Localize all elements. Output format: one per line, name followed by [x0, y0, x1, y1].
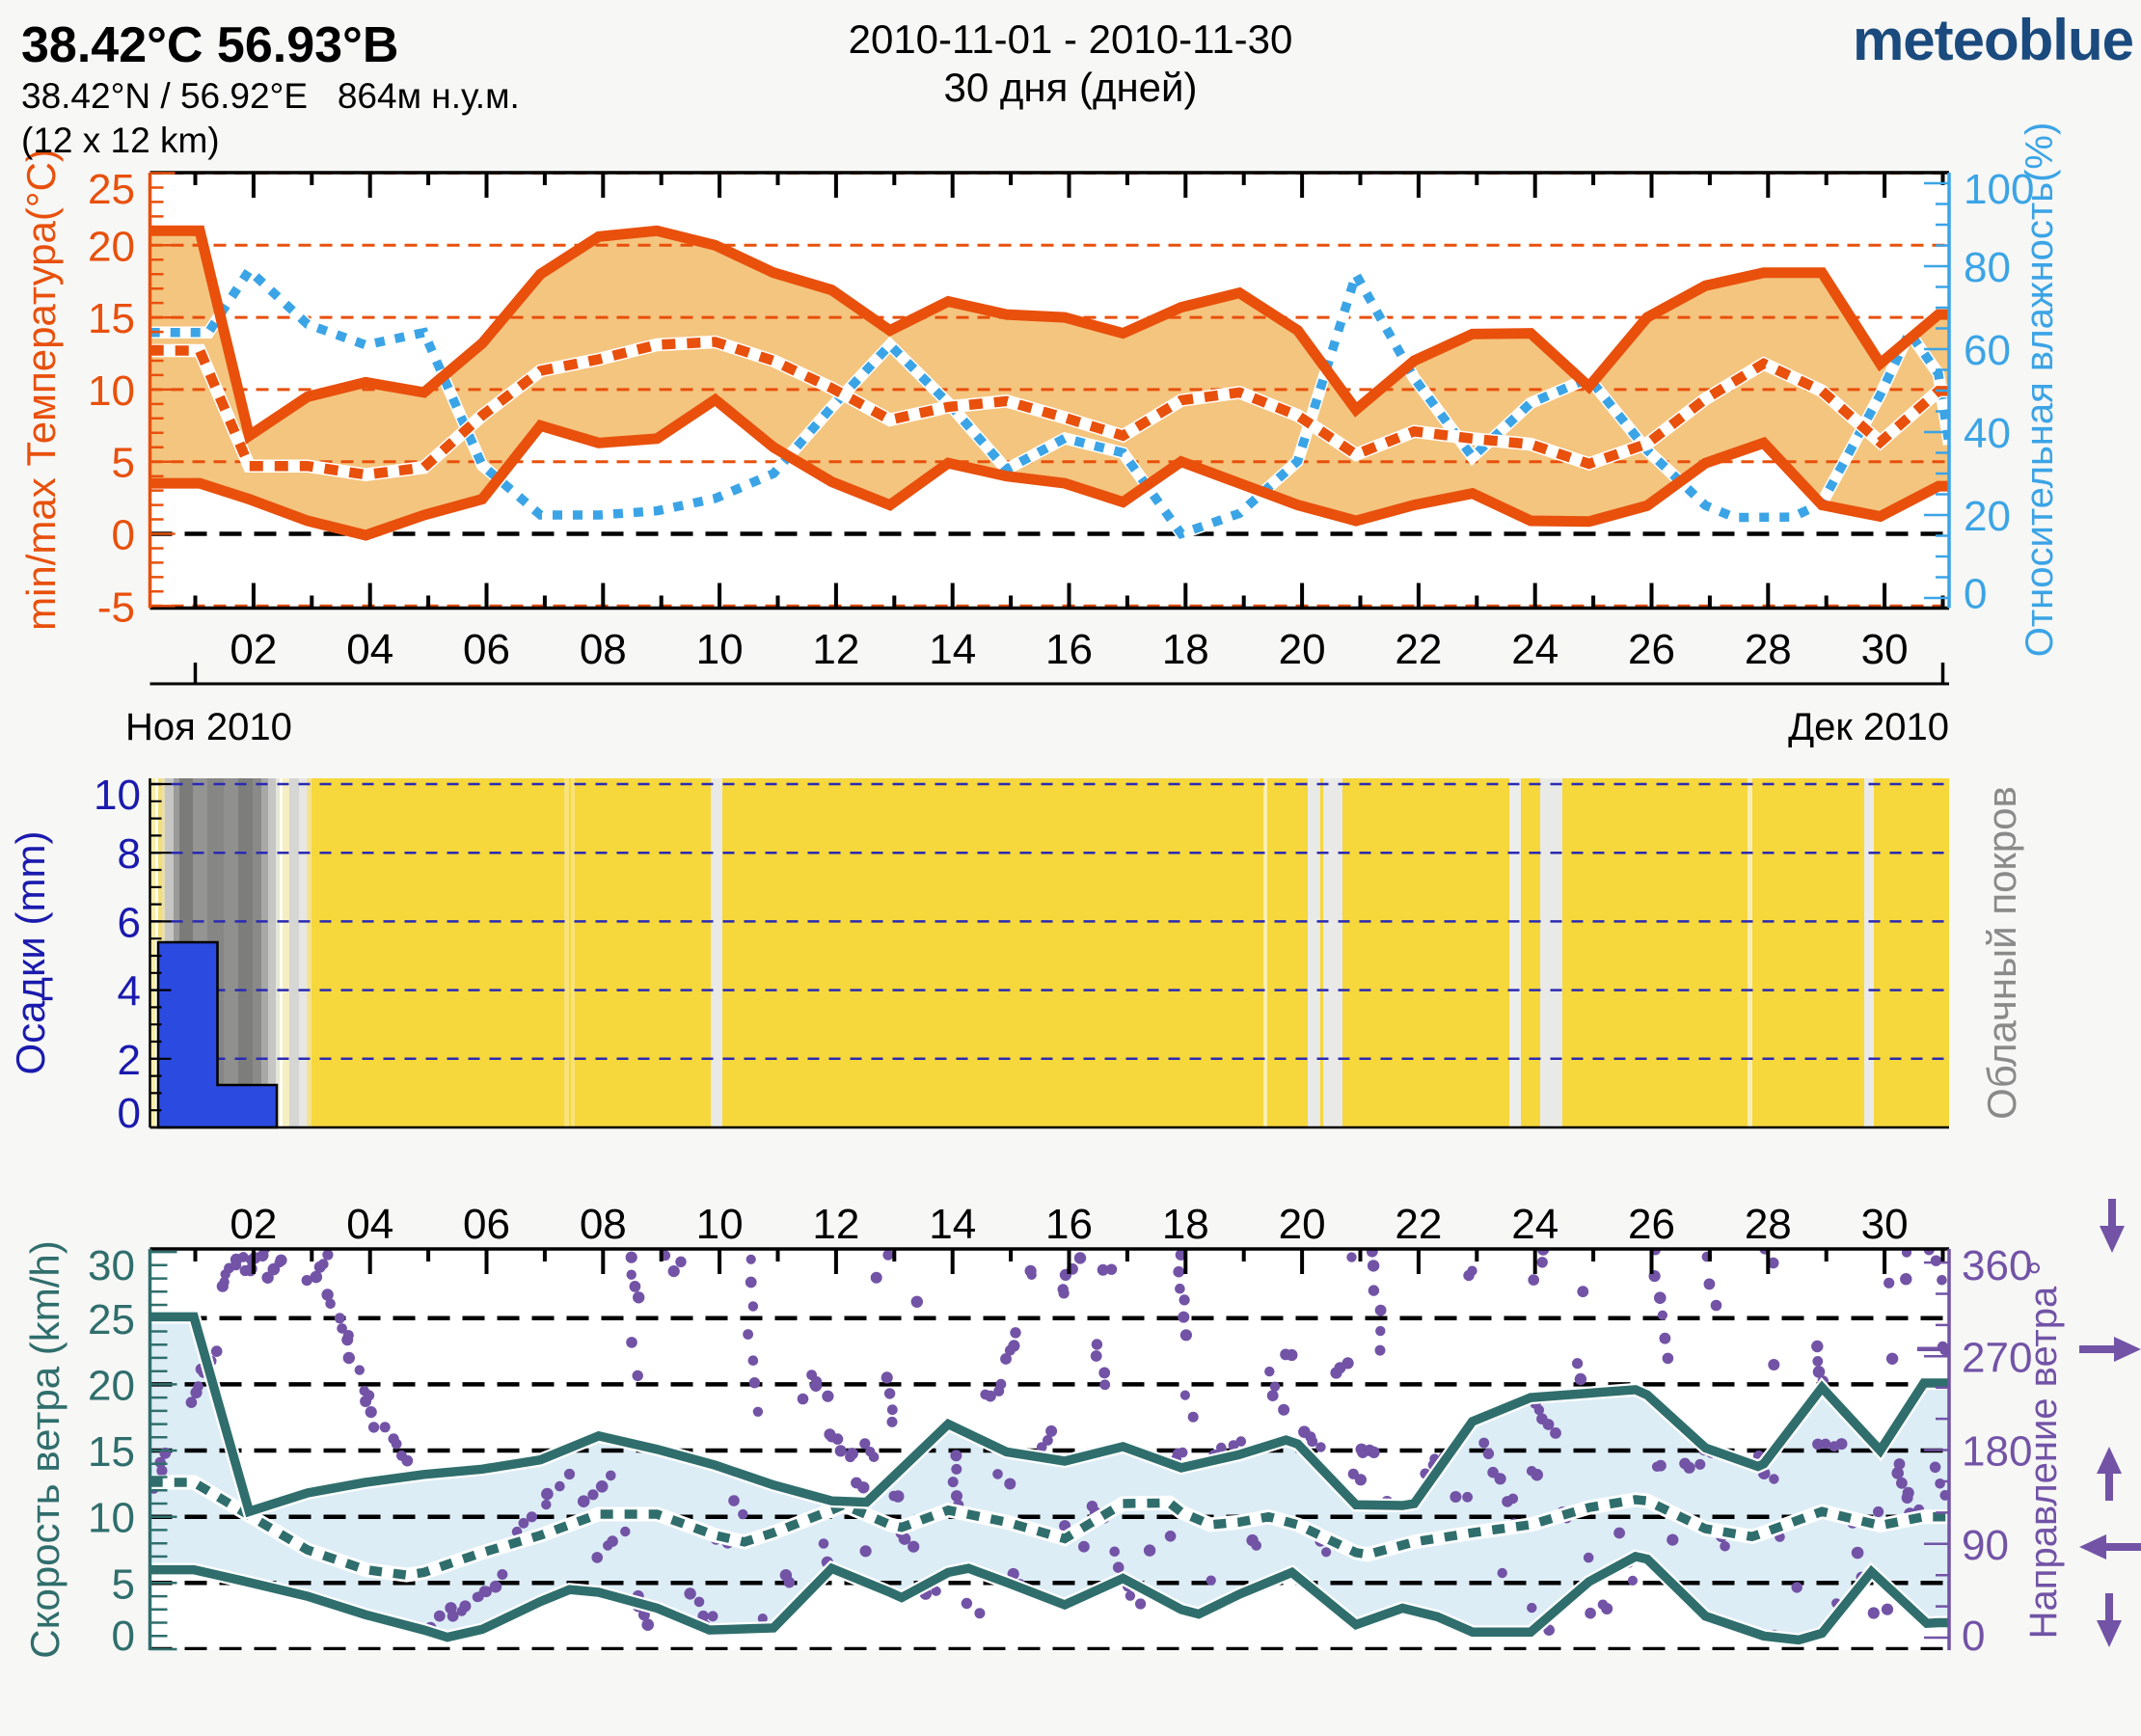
svg-text:Ноя 2010: Ноя 2010 — [125, 706, 292, 748]
svg-text:10: 10 — [88, 1495, 135, 1542]
svg-text:90: 90 — [1962, 1522, 2009, 1569]
svg-text:0: 0 — [112, 512, 135, 559]
svg-text:Облачный покров: Облачный покров — [1979, 786, 2024, 1120]
svg-text:20: 20 — [1279, 1201, 1326, 1248]
svg-text:04: 04 — [346, 1201, 393, 1248]
svg-text:22: 22 — [1395, 626, 1442, 673]
svg-text:4: 4 — [118, 968, 141, 1016]
svg-text:06: 06 — [463, 1201, 510, 1248]
svg-text:26: 26 — [1628, 626, 1675, 673]
svg-text:15: 15 — [88, 1428, 135, 1476]
svg-text:0: 0 — [112, 1613, 135, 1660]
svg-text:25: 25 — [88, 166, 135, 213]
svg-text:38.42°C 56.93°В: 38.42°C 56.93°В — [21, 17, 398, 73]
svg-text:2010-11-01 - 2010-11-30: 2010-11-01 - 2010-11-30 — [849, 16, 1293, 62]
svg-text:60: 60 — [1964, 327, 2011, 374]
svg-text:30: 30 — [1861, 1201, 1909, 1248]
svg-text:14: 14 — [929, 1201, 976, 1248]
svg-text:26: 26 — [1628, 1201, 1675, 1248]
svg-text:18: 18 — [1162, 626, 1209, 673]
svg-text:20: 20 — [88, 1362, 135, 1409]
svg-text:30: 30 — [88, 1242, 135, 1289]
svg-text:0: 0 — [1964, 571, 1987, 618]
svg-text:15: 15 — [88, 295, 135, 342]
svg-text:Дек 2010: Дек 2010 — [1788, 706, 1949, 748]
svg-text:6: 6 — [118, 899, 141, 946]
svg-text:10: 10 — [88, 367, 135, 415]
svg-text:5: 5 — [112, 1560, 135, 1608]
svg-text:02: 02 — [230, 626, 277, 673]
svg-text:min/max Температура(°C): min/max Температура(°C) — [18, 149, 64, 631]
svg-text:14: 14 — [929, 626, 976, 673]
svg-text:08: 08 — [580, 626, 627, 673]
svg-text:2: 2 — [118, 1037, 141, 1084]
svg-text:16: 16 — [1045, 626, 1093, 673]
svg-text:40: 40 — [1964, 410, 2011, 457]
svg-text:8: 8 — [118, 830, 141, 878]
svg-text:28: 28 — [1745, 1201, 1792, 1248]
svg-text:10: 10 — [696, 626, 744, 673]
svg-text:22: 22 — [1395, 1201, 1442, 1248]
svg-text:30 дня (дней): 30 дня (дней) — [944, 65, 1198, 110]
svg-text:10: 10 — [696, 1201, 744, 1248]
svg-text:06: 06 — [463, 626, 510, 673]
svg-text:04: 04 — [346, 626, 393, 673]
svg-text:0: 0 — [118, 1090, 141, 1137]
svg-text:18: 18 — [1162, 1201, 1209, 1248]
svg-text:100: 100 — [1964, 166, 2034, 213]
svg-text:38.42°N / 56.92°E 864м н.у.м: 38.42°N / 56.92°E 864м н.у.м. — [21, 76, 520, 116]
svg-text:24: 24 — [1511, 626, 1558, 673]
svg-text:Направление ветра °: Направление ветра ° — [2022, 1261, 2065, 1640]
svg-text:12: 12 — [812, 626, 859, 673]
svg-text:30: 30 — [1861, 626, 1909, 673]
svg-text:meteoblue: meteoblue — [1853, 8, 2133, 72]
svg-text:(12 x 12 km): (12 x 12 km) — [21, 121, 220, 160]
svg-text:20: 20 — [1279, 626, 1326, 673]
svg-text:Скорость ветра (km/h): Скорость ветра (km/h) — [22, 1240, 68, 1658]
svg-text:80: 80 — [1964, 244, 2011, 291]
svg-text:360: 360 — [1962, 1242, 2032, 1289]
svg-text:5: 5 — [112, 440, 135, 487]
svg-text:270: 270 — [1962, 1334, 2032, 1381]
svg-text:28: 28 — [1745, 626, 1792, 673]
svg-text:08: 08 — [580, 1201, 627, 1248]
svg-text:180: 180 — [1962, 1428, 2032, 1476]
svg-text:24: 24 — [1511, 1201, 1558, 1248]
svg-text:Относительная влажность(%): Относительная влажность(%) — [2019, 122, 2061, 658]
svg-text:02: 02 — [230, 1201, 277, 1248]
svg-text:16: 16 — [1045, 1201, 1093, 1248]
svg-text:20: 20 — [88, 223, 135, 270]
svg-text:10: 10 — [94, 772, 141, 819]
svg-text:25: 25 — [88, 1296, 135, 1343]
svg-text:-5: -5 — [97, 583, 135, 631]
svg-text:12: 12 — [812, 1201, 859, 1248]
svg-text:Осадки (mm): Осадки (mm) — [8, 831, 53, 1075]
svg-text:0: 0 — [1962, 1613, 1985, 1660]
svg-text:20: 20 — [1964, 493, 2011, 540]
